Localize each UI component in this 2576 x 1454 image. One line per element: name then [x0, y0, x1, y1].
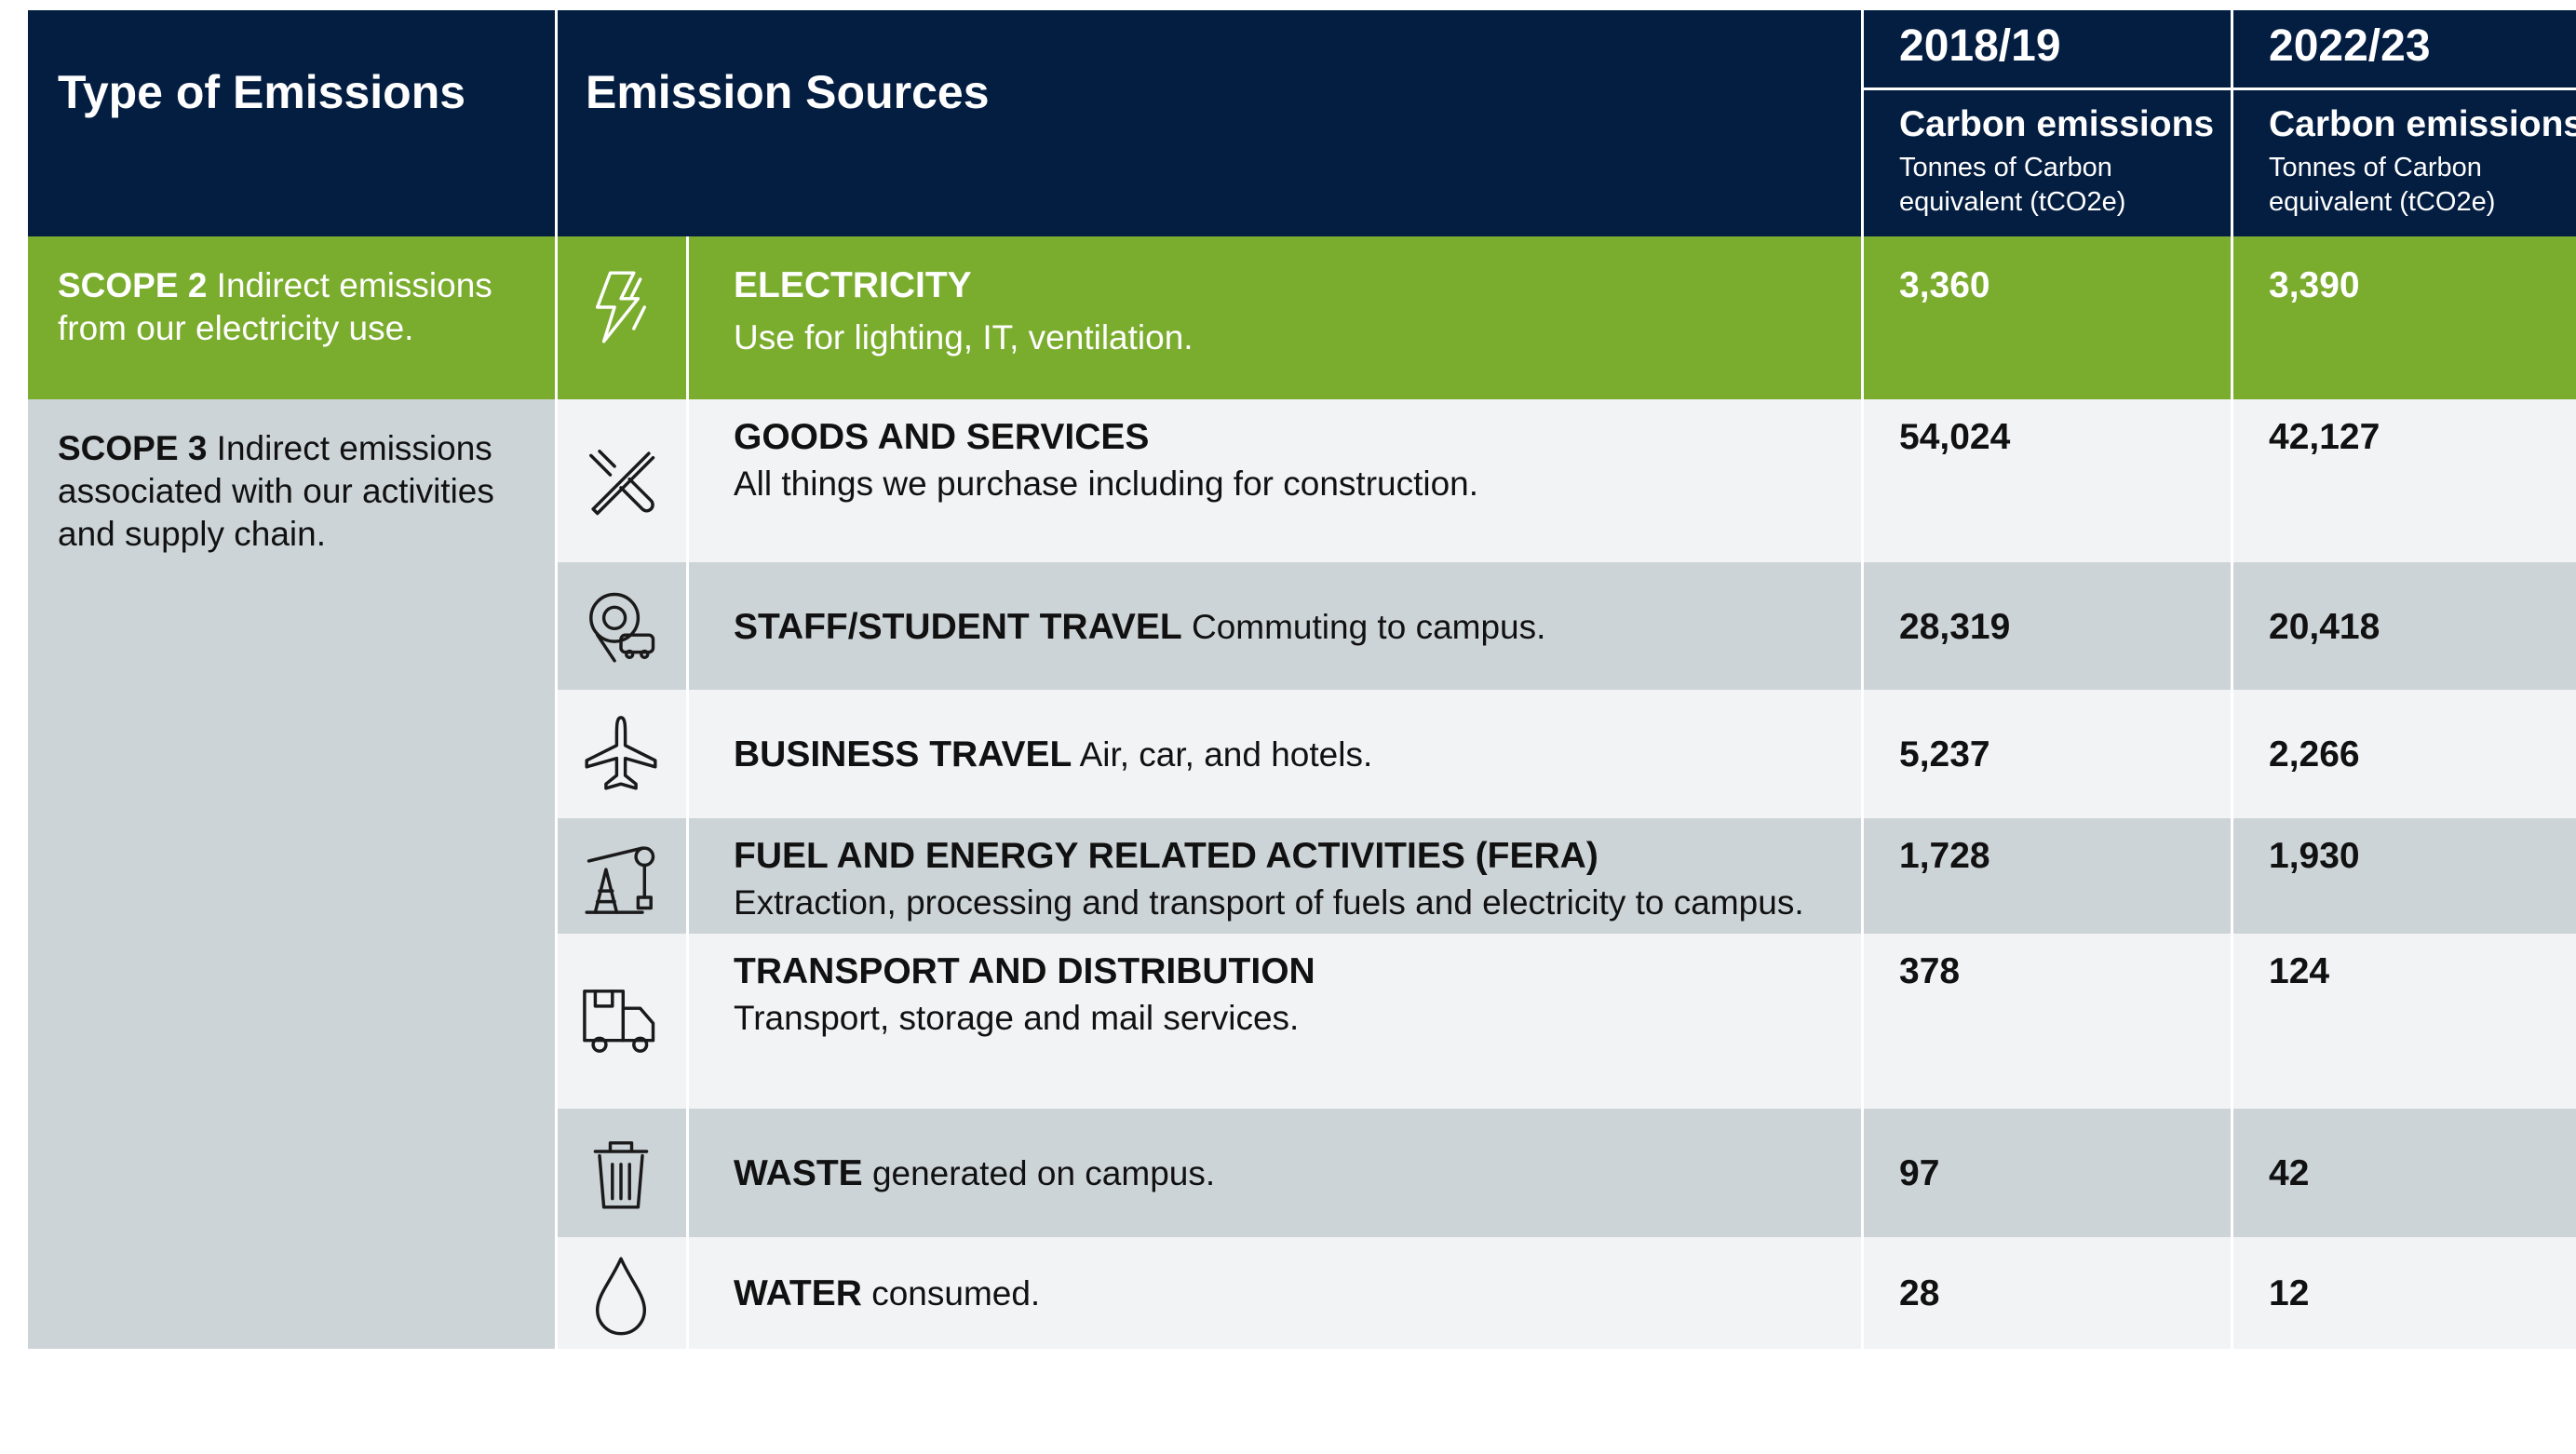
source-title: GOODS AND SERVICES: [734, 417, 1150, 457]
scope-cell: SCOPE 3 Indirect emissions associated wi…: [28, 399, 556, 1349]
row-icon: [578, 978, 664, 1064]
row-source: ELECTRICITY Use for lighting, IT, ventila…: [734, 263, 1843, 361]
value: 42: [2269, 1153, 2310, 1193]
header-year: 2018/19: [1899, 21, 2061, 71]
row-source: FUEL AND ENERGY RELATED ACTIVITIES (FERA…: [734, 833, 1843, 926]
row-icon: [578, 1250, 664, 1336]
value: 12: [2269, 1273, 2310, 1313]
scope-text: SCOPE 2 Indirect emissions from our elec…: [58, 264, 523, 350]
row-bg: [556, 236, 2576, 399]
value: 1,728: [1899, 836, 1990, 876]
row-icon: [578, 438, 664, 524]
source-text: consumed.: [861, 1274, 1041, 1313]
value: 124: [2269, 951, 2330, 991]
header-bg: [28, 10, 2576, 236]
source-text: Transport, storage and mail services.: [734, 999, 1300, 1037]
source-text: Use for lighting, IT, ventilation.: [734, 318, 1194, 357]
value: 54,024: [1899, 417, 2011, 457]
divider: [2231, 10, 2233, 1454]
row-source: WASTE generated on campus.: [734, 1151, 1843, 1197]
row-source: BUSINESS TRAVEL Air, car, and hotels.: [734, 732, 1843, 778]
header-unit: Tonnes of Carbon equivalent (tCO2e): [1899, 153, 2126, 217]
divider: [555, 10, 558, 1454]
header-metric: Carbon emissions: [1899, 104, 2215, 144]
source-text: All things we purchase including for con…: [734, 464, 1479, 503]
source-title: STAFF/STUDENT TRAVEL: [734, 606, 1182, 647]
divider: [1861, 10, 1864, 1454]
value: 3,390: [2269, 265, 2360, 305]
value: 378: [1899, 951, 1961, 991]
value: 97: [1899, 1153, 1940, 1193]
row-icon: [578, 711, 664, 797]
scope-label: SCOPE 3: [58, 429, 208, 467]
source-text: Extraction, processing and transport of …: [734, 883, 1804, 922]
row-icon: [578, 264, 664, 350]
row-source: WATER consumed.: [734, 1271, 1843, 1317]
row-bg: [556, 690, 2576, 818]
value: 5,237: [1899, 734, 1990, 774]
scope-label: SCOPE 2: [58, 266, 208, 304]
value: 28,319: [1899, 606, 2011, 647]
header-year: 2022/23: [2269, 21, 2431, 71]
value: 3,360: [1899, 265, 1990, 305]
source-title: BUSINESS TRAVEL: [734, 734, 1072, 774]
row-source: STAFF/STUDENT TRAVEL Commuting to campus…: [734, 604, 1843, 651]
header-source: Emission Sources: [586, 66, 990, 118]
row-bg: [556, 818, 2576, 934]
row-bg: [556, 562, 2576, 690]
row-bg: [556, 1237, 2576, 1349]
value: 42,127: [2269, 417, 2380, 457]
row-icon: [578, 833, 664, 919]
source-title: ELECTRICITY: [734, 265, 972, 305]
source-title: WATER: [734, 1273, 862, 1313]
header-rule: [1862, 88, 2576, 90]
source-text: Commuting to campus.: [1181, 607, 1546, 646]
row-icon: [578, 1130, 664, 1216]
source-title: TRANSPORT AND DISTRIBUTION: [734, 951, 1315, 991]
row-source: GOODS AND SERVICES All things we purchase…: [734, 414, 1843, 507]
header-metric: Carbon emissions: [2269, 104, 2576, 144]
divider: [686, 236, 689, 1454]
value: 20,418: [2269, 606, 2380, 647]
row-bg: [556, 934, 2576, 1109]
source-text: Air, car, and hotels.: [1072, 735, 1373, 774]
scope-cell: SCOPE 2 Indirect emissions from our elec…: [28, 236, 556, 399]
value: 28: [1899, 1273, 1940, 1313]
row-source: TRANSPORT AND DISTRIBUTION Transport, sto…: [734, 949, 1843, 1042]
value: 2,266: [2269, 734, 2360, 774]
row-bg: [556, 399, 2576, 562]
scope-text: SCOPE 3 Indirect emissions associated wi…: [58, 427, 523, 556]
row-icon: [578, 584, 664, 669]
source-title: FUEL AND ENERGY RELATED ACTIVITIES (FERA…: [734, 836, 1598, 876]
value: 1,930: [2269, 836, 2360, 876]
row-bg: [556, 1109, 2576, 1237]
source-title: WASTE: [734, 1153, 863, 1193]
header-type: Type of Emissions: [58, 66, 466, 118]
scope-desc: Indirect emissions associated with our a…: [58, 429, 494, 553]
header-unit: Tonnes of Carbon equivalent (tCO2e): [2269, 153, 2496, 217]
source-text: generated on campus.: [862, 1154, 1216, 1192]
scope-desc: Indirect emissions from our electricity …: [58, 266, 492, 347]
